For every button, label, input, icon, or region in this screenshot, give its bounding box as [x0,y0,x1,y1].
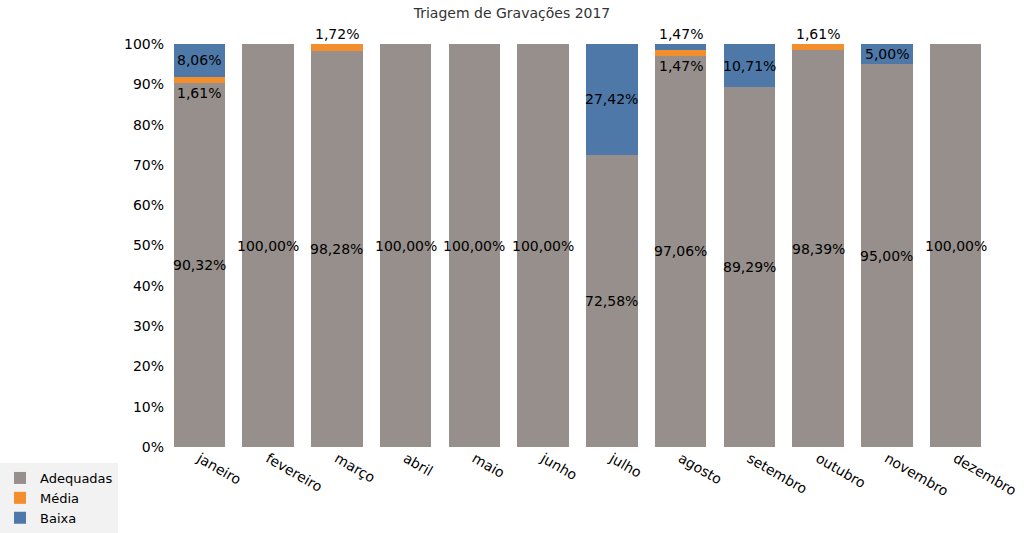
svg-text:Média: Média [40,491,79,506]
svg-text:40%: 40% [133,278,164,294]
svg-text:agosto: agosto [676,450,725,488]
svg-text:90%: 90% [133,76,164,92]
svg-text:50%: 50% [133,237,164,253]
svg-text:100,00%: 100,00% [375,238,437,254]
svg-text:98,39%: 98,39% [792,241,845,257]
svg-text:8,06%: 8,06% [177,52,221,68]
svg-text:95,00%: 95,00% [860,248,913,264]
svg-text:27,42%: 27,42% [585,91,638,107]
svg-text:março: março [332,450,378,486]
svg-text:5,00%: 5,00% [865,46,909,62]
svg-text:Triagem de Gravações 2017: Triagem de Gravações 2017 [413,5,611,21]
svg-text:60%: 60% [133,197,164,213]
svg-text:100,00%: 100,00% [443,238,505,254]
svg-text:100,00%: 100,00% [512,238,574,254]
svg-text:100,00%: 100,00% [237,238,299,254]
svg-text:98,28%: 98,28% [310,241,363,257]
svg-text:1,47%: 1,47% [659,58,703,74]
svg-text:10%: 10% [133,399,164,415]
svg-text:1,72%: 1,72% [315,26,359,42]
svg-text:100%: 100% [124,36,164,52]
svg-text:1,61%: 1,61% [796,26,840,42]
svg-text:90,32%: 90,32% [173,257,226,273]
svg-text:70%: 70% [133,157,164,173]
svg-text:1,47%: 1,47% [659,26,703,42]
svg-text:Adequadas: Adequadas [40,471,113,486]
svg-text:Baixa: Baixa [40,511,76,526]
svg-text:1,61%: 1,61% [177,85,221,101]
svg-text:setembro: setembro [744,450,810,497]
svg-text:maio: maio [469,450,507,481]
svg-text:0%: 0% [142,439,164,455]
svg-text:junho: junho [537,449,580,483]
svg-text:novembro: novembro [882,450,951,499]
svg-text:89,29%: 89,29% [723,259,776,275]
svg-text:fevereiro: fevereiro [263,450,325,495]
svg-text:100,00%: 100,00% [925,238,987,254]
svg-text:outubro: outubro [813,450,868,491]
svg-text:97,06%: 97,06% [654,243,707,259]
svg-text:30%: 30% [133,318,164,334]
svg-text:abril: abril [401,450,436,479]
svg-text:80%: 80% [133,117,164,133]
svg-text:julho: julho [606,449,644,480]
svg-text:10,71%: 10,71% [723,58,776,74]
svg-text:janeiro: janeiro [194,449,244,487]
svg-text:20%: 20% [133,358,164,374]
svg-text:72,58%: 72,58% [585,293,638,309]
svg-text:dezembro: dezembro [951,450,1020,499]
